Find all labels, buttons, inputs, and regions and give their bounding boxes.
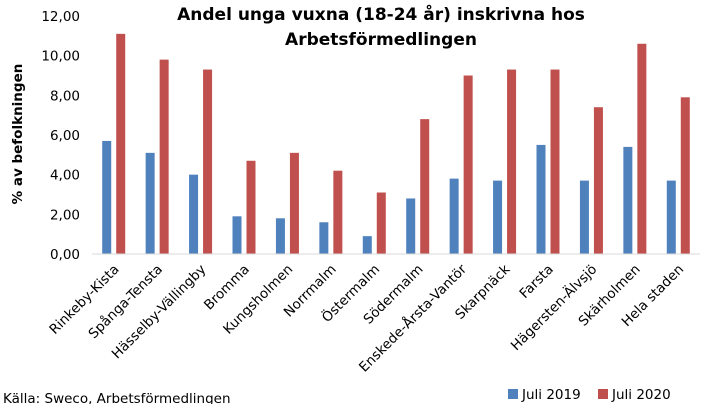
y-tick-label: 0,00 (50, 247, 80, 263)
bar-juli-2020 (420, 119, 430, 254)
bar-juli-2019 (319, 222, 329, 254)
bar-juli-2020 (289, 152, 299, 254)
x-tick-label: Farsta (517, 262, 557, 302)
bar-juli-2020 (507, 69, 517, 254)
bar-juli-2020 (637, 43, 647, 255)
y-tick-label: 8,00 (50, 88, 80, 104)
bar-juli-2020 (203, 69, 213, 254)
bar-juli-2019 (362, 236, 372, 254)
bar-juli-2020 (593, 107, 603, 254)
bar-juli-2019 (493, 180, 503, 254)
source-note: Källa: Sweco, Arbetsförmedlingen (3, 391, 231, 404)
y-tick-label: 6,00 (50, 128, 80, 144)
y-tick-label: 2,00 (50, 207, 80, 223)
bar-series (102, 33, 690, 255)
legend: Juli 2019 Juli 2020 (508, 387, 671, 403)
bar-juli-2019 (102, 140, 112, 254)
bar-juli-2020 (159, 59, 169, 255)
bar-juli-2019 (232, 216, 242, 254)
bar-juli-2019 (666, 180, 676, 254)
bar-juli-2020 (246, 160, 256, 254)
bar-juli-2020 (116, 33, 126, 254)
bar-juli-2020 (376, 192, 386, 254)
legend-label-juli-2020: Juli 2020 (611, 387, 671, 403)
bar-juli-2019 (275, 218, 285, 254)
legend-swatch-juli-2019 (508, 389, 518, 399)
bar-juli-2020 (680, 97, 690, 254)
bar-juli-2019 (406, 198, 416, 254)
x-axis-ticks: Rinkeby-KistaSpånga-TenstaHässelby-Välli… (46, 260, 687, 375)
bar-juli-2019 (145, 152, 155, 254)
y-axis-title: % av befolkningen (10, 64, 26, 205)
bar-juli-2019 (536, 144, 546, 254)
y-axis-ticks: 0,00 2,00 4,00 6,00 8,00 10,00 12,00 (41, 9, 80, 263)
bar-juli-2020 (333, 170, 343, 254)
bar-juli-2019 (449, 178, 459, 254)
bar-juli-2020 (550, 69, 560, 254)
x-tick-label: Spånga-Tensta (85, 261, 166, 342)
bar-juli-2019 (623, 146, 633, 254)
chart-title: Andel unga vuxna (18-24 år) inskrivna ho… (177, 3, 585, 50)
y-tick-label: 4,00 (50, 168, 80, 184)
y-tick-label: 10,00 (41, 49, 80, 65)
bar-juli-2019 (579, 180, 589, 254)
legend-label-juli-2019: Juli 2019 (521, 387, 581, 403)
bar-juli-2020 (463, 75, 473, 254)
chart-title-line-2: Arbetsförmedlingen (285, 30, 477, 50)
y-tick-label: 12,00 (41, 9, 80, 25)
bar-juli-2019 (189, 174, 199, 254)
legend-swatch-juli-2020 (598, 389, 608, 399)
chart-title-line-1: Andel unga vuxna (18-24 år) inskrivna ho… (177, 3, 585, 25)
